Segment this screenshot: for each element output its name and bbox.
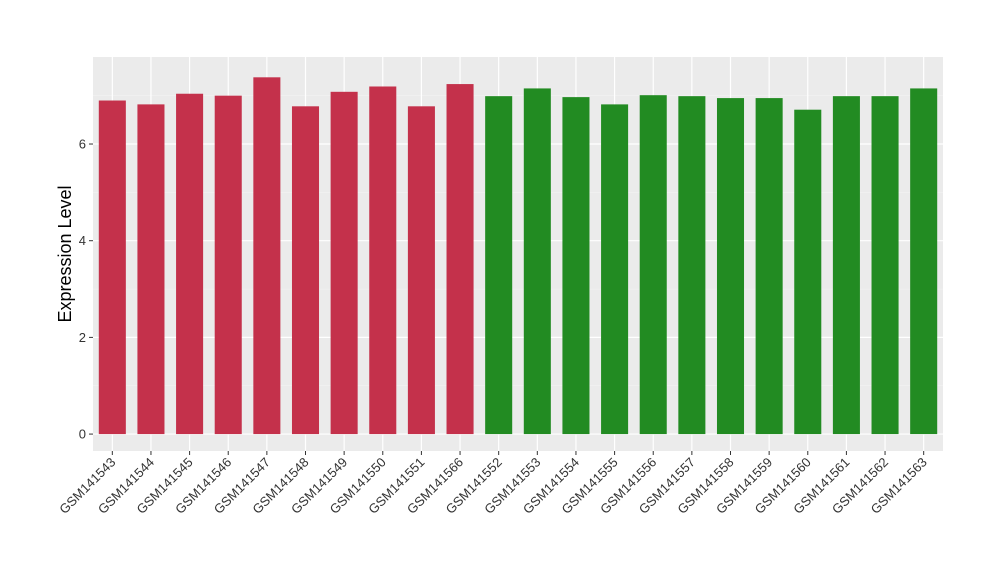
bar-GSM141566 xyxy=(446,84,474,435)
y-axis: 0 2 4 6 xyxy=(79,137,93,442)
y-axis-title: Expression Level xyxy=(55,185,75,322)
bar-GSM141561 xyxy=(832,96,860,435)
bar-GSM141553 xyxy=(523,88,551,435)
bar-GSM141560 xyxy=(794,109,822,435)
bar-GSM141545 xyxy=(176,93,204,435)
bar-GSM141556 xyxy=(639,95,667,435)
y-tick-label: 4 xyxy=(79,233,86,248)
bar-GSM141557 xyxy=(678,96,706,435)
bars xyxy=(98,77,938,435)
bar-GSM141544 xyxy=(137,104,165,435)
y-tick-label: 2 xyxy=(79,330,86,345)
bar-GSM141554 xyxy=(562,97,590,435)
bar-GSM141558 xyxy=(716,98,745,435)
bar-GSM141555 xyxy=(601,104,629,435)
bar-GSM141547 xyxy=(253,77,281,435)
y-tick-label: 6 xyxy=(79,137,86,152)
bar-GSM141550 xyxy=(369,86,397,435)
bar-GSM141546 xyxy=(214,95,242,435)
bar-GSM141562 xyxy=(871,96,899,435)
bar-GSM141559 xyxy=(755,98,783,435)
bar-GSM141551 xyxy=(407,106,435,435)
bar-GSM141543 xyxy=(98,100,126,435)
bar-GSM141549 xyxy=(330,91,358,435)
x-axis: GSM141543GSM141544GSM141545GSM141546GSM1… xyxy=(56,451,930,517)
bar-GSM141552 xyxy=(485,96,513,435)
bar-GSM141548 xyxy=(291,106,320,435)
bar-GSM141563 xyxy=(910,88,938,435)
y-tick-label: 0 xyxy=(79,427,86,442)
